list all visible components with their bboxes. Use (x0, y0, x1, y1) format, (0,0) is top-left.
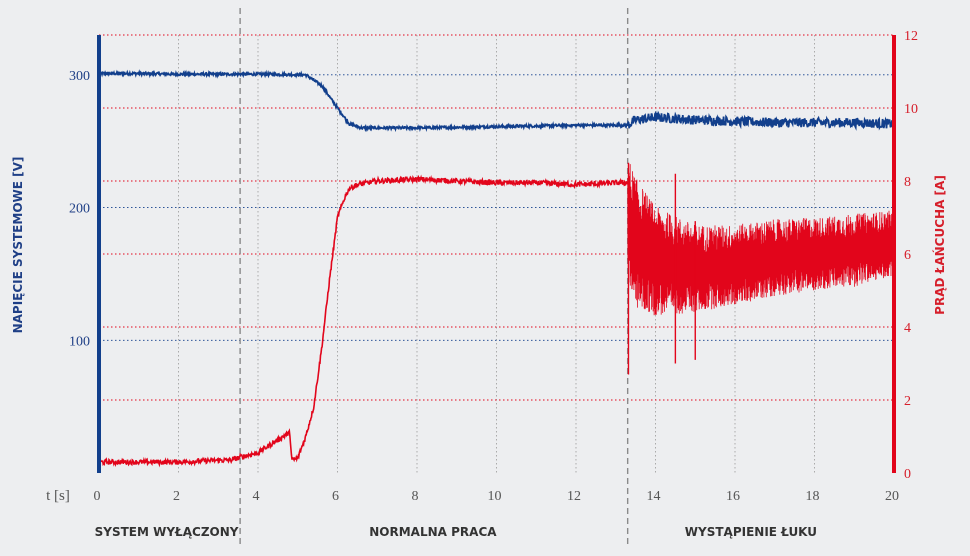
x-tick-label: 4 (253, 489, 260, 504)
current-arc-line (627, 163, 895, 316)
voltage-line (98, 69, 895, 133)
x-tick-label: 12 (567, 489, 581, 504)
current-line (98, 174, 629, 468)
x-axis-title: t [s] (46, 488, 70, 504)
x-tick-label: 14 (647, 489, 661, 504)
series-layer (98, 69, 895, 468)
x-tick-label: 20 (885, 489, 899, 504)
y-right-tick-label: 8 (904, 175, 911, 190)
y-right-tick-label: 12 (904, 29, 918, 44)
y-right-tick-label: 10 (904, 102, 918, 117)
x-tick-label: 18 (806, 489, 820, 504)
y-right-tick-label: 0 (904, 467, 911, 482)
tick-labels: 0 2 4 6 8 10 12 14 16 18 20 100 200 300 0 2 4 6 8 10 12 (69, 29, 918, 504)
y-right-tick-label: 2 (904, 394, 911, 409)
phase-label: WYSTĄPIENIE ŁUKU (685, 525, 817, 539)
y-left-tick-label: 100 (69, 334, 90, 349)
y-left-tick-label: 200 (69, 202, 90, 217)
x-tick-label: 8 (412, 489, 419, 504)
x-tick-label: 6 (332, 489, 339, 504)
y-axis-left-title: NAPIĘCIE SYSTEMOWE [V] (11, 157, 25, 334)
phase-label: NORMALNA PRACA (369, 525, 497, 539)
grid (99, 34, 895, 473)
y-axis-right-title: PRĄD ŁAŃCUCHA [A] (932, 175, 947, 315)
x-tick-label: 10 (488, 489, 502, 504)
phase-labels: SYSTEM WYŁĄCZONY NORMALNA PRACA WYSTĄPIENI… (95, 525, 817, 539)
phase-label: SYSTEM WYŁĄCZONY (95, 525, 239, 539)
axes (97, 35, 896, 473)
x-tick-label: 16 (726, 489, 740, 504)
y-left-tick-label: 300 (69, 69, 90, 84)
y-right-tick-label: 6 (904, 248, 911, 263)
x-tick-label: 2 (173, 489, 180, 504)
y-right-tick-label: 4 (904, 321, 911, 336)
x-tick-label: 0 (94, 489, 101, 504)
